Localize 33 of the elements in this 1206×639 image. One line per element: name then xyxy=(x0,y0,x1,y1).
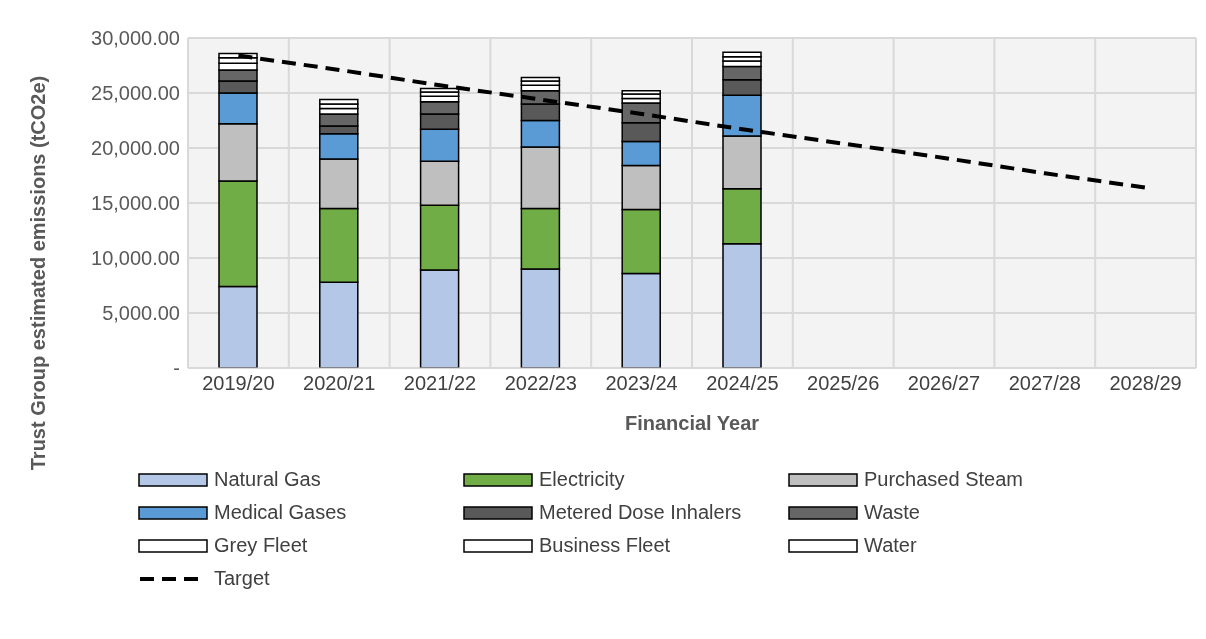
bar xyxy=(319,98,359,105)
x-tick-label: 2020/21 xyxy=(303,372,376,395)
legend-label: Electricity xyxy=(539,468,625,491)
y-tick-label: 5,000.00 xyxy=(102,302,180,325)
x-tick-label: 2024/25 xyxy=(706,372,779,395)
legend-label: Water xyxy=(864,534,917,557)
legend-label: Purchased Steam xyxy=(864,468,1023,491)
x-tick-label: 2028/29 xyxy=(1109,372,1182,395)
x-tick-label: 2025/26 xyxy=(807,372,880,395)
x-tick-label: 2023/24 xyxy=(605,372,678,395)
y-axis-title: Trust Group estimated emissions (tCO2e) xyxy=(27,75,49,471)
x-tick-label: 2021/22 xyxy=(403,372,477,395)
legend-label: Medical Gases xyxy=(214,501,347,524)
x-tick-label: 2022/23 xyxy=(504,372,577,395)
y-tick-label: 15,000.00 xyxy=(91,192,180,215)
y-tick-label: 20,000.00 xyxy=(91,137,180,160)
legend-label: Waste xyxy=(864,501,920,524)
bar xyxy=(419,87,460,93)
x-tick-label: 2027/28 xyxy=(1008,372,1081,395)
bar xyxy=(621,90,661,95)
legend-label: Target xyxy=(214,567,270,590)
y-tick-label: 25,000.00 xyxy=(91,82,180,105)
y-tick-label: 30,000.00 xyxy=(91,27,180,50)
legend-label: Natural Gas xyxy=(214,468,321,491)
y-tick-label: 10,000.00 xyxy=(91,247,180,270)
legend-label: Business Fleet xyxy=(539,534,671,557)
legend-label: Metered Dose Inhalers xyxy=(539,501,742,524)
legend-label: Grey Fleet xyxy=(214,534,308,557)
bar xyxy=(520,76,561,82)
x-tick-label: 2019/20 xyxy=(202,372,275,395)
x-tick-label: 2026/27 xyxy=(907,372,981,395)
x-axis-title: Financial Year xyxy=(624,412,760,434)
y-tick-label: - xyxy=(173,357,180,380)
